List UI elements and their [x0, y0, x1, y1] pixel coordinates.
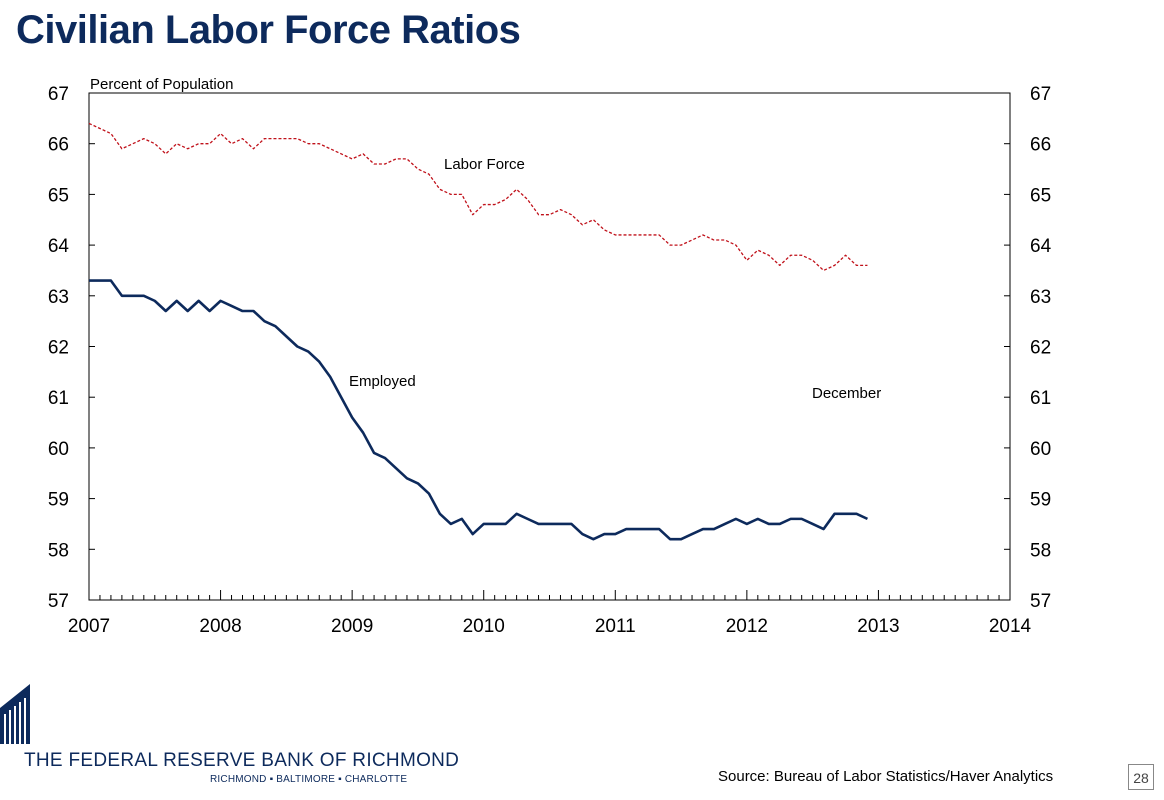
x-tick-label: 2012: [726, 616, 768, 637]
x-tick-label: 2007: [68, 616, 110, 637]
y-tick-label-left: 59: [48, 490, 69, 511]
y-tick-label-right: 63: [1030, 287, 1051, 308]
labor-force-label: Labor Force: [444, 156, 525, 173]
x-tick-label: 2013: [857, 616, 899, 637]
y-tick-label-right: 60: [1030, 439, 1051, 460]
logo-name: THE FEDERAL RESERVE BANK OF RICHMOND: [24, 750, 460, 771]
y-tick-label-left: 66: [48, 135, 69, 156]
x-tick-label: 2014: [989, 616, 1032, 637]
x-tick-label: 2011: [595, 616, 636, 637]
fed-building-icon: [0, 684, 30, 744]
source-note: Source: Bureau of Labor Statistics/Haver…: [718, 768, 1054, 785]
x-tick-label: 2008: [199, 616, 241, 637]
y-tick-label-right: 62: [1030, 338, 1051, 359]
employed-label: Employed: [349, 373, 416, 390]
y-tick-label-right: 66: [1030, 135, 1051, 156]
y-tick-label-left: 57: [48, 591, 69, 612]
logo-cities: RICHMOND ▪ BALTIMORE ▪ CHARLOTTE: [210, 774, 408, 785]
y-tick-label-right: 57: [1030, 591, 1051, 612]
y-tick-label-left: 62: [48, 338, 69, 359]
labor-force-ratio-chart: 57 57 58 58 59 59 60 60 61 61 62 62 63 63 64 64 65 65 66 66…: [48, 76, 1052, 637]
y-tick-label-right: 61: [1030, 388, 1051, 409]
y-tick-label-left: 64: [48, 236, 70, 257]
y-tick-label-right: 67: [1030, 84, 1051, 105]
y-tick-label-left: 60: [48, 439, 69, 460]
y-tick-label-right: 65: [1030, 185, 1051, 206]
x-tick-label: 2010: [463, 616, 505, 637]
december-label: December: [812, 385, 881, 402]
labor_force-line: [88, 122, 868, 272]
y-tick-label-right: 58: [1030, 540, 1051, 561]
y-tick-label-left: 67: [48, 84, 69, 105]
y-tick-label-left: 65: [48, 185, 69, 206]
y-tick-label-right: 64: [1030, 236, 1052, 257]
y-tick-label-left: 58: [48, 540, 69, 561]
page-number: 28: [1128, 764, 1154, 790]
y-tick-label-left: 63: [48, 287, 69, 308]
x-tick-label: 2009: [331, 616, 373, 637]
federal-reserve-logo: THE FEDERAL RESERVE BANK OF RICHMOND RIC…: [0, 684, 459, 794]
y-tick-label-left: 61: [48, 388, 69, 409]
y-tick-label-right: 59: [1030, 490, 1051, 511]
y-axis-label: Percent of Population: [90, 76, 233, 93]
page-title: Civilian Labor Force Ratios: [16, 8, 521, 52]
employed-line: [89, 279, 869, 541]
